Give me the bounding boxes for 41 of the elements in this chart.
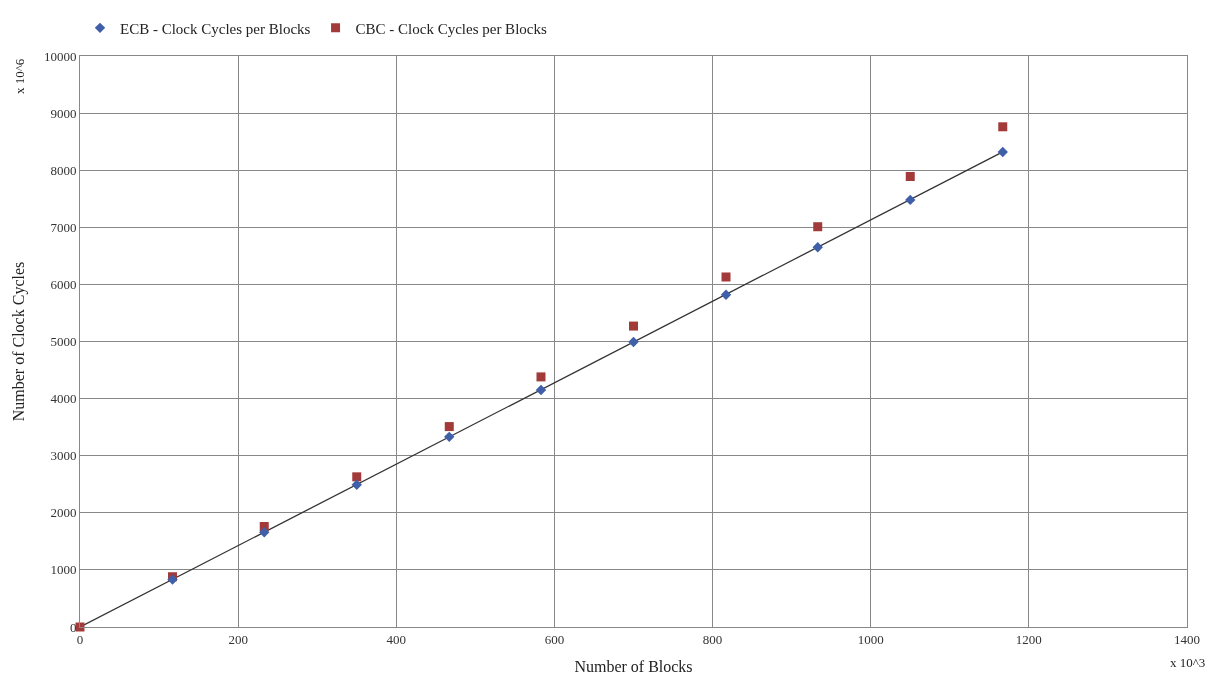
legend-label: CBC - Clock Cycles per Blocks <box>355 20 547 37</box>
x-tick-label: 600 <box>544 631 565 647</box>
y-axis-title: Number of Clock Cycles <box>9 261 28 422</box>
y-tick-label: 0 <box>69 619 77 635</box>
y-tick-label: 4000 <box>50 391 77 407</box>
x-tick-label: 1200 <box>1015 631 1042 647</box>
point <box>721 272 731 282</box>
y-tick-label: 3000 <box>50 448 77 464</box>
x-tick-label: 400 <box>386 631 407 647</box>
y-tick-label: 1000 <box>50 562 77 578</box>
y-tick-label: 8000 <box>50 162 77 178</box>
x-axis-title: Number of Blocks <box>574 658 693 676</box>
y-tick-label: 6000 <box>50 276 77 292</box>
text: x 10^6 <box>12 58 28 95</box>
y-tick-label: 5000 <box>50 334 77 350</box>
point <box>535 384 547 396</box>
x-tick-label: 1000 <box>857 631 884 647</box>
point <box>813 222 823 232</box>
point <box>444 422 454 432</box>
x-tick-label: 200 <box>228 631 248 647</box>
legend-label: ECB - Clock Cycles per Blocks <box>120 20 311 37</box>
point <box>352 472 362 482</box>
point <box>536 372 546 382</box>
point <box>259 527 270 538</box>
point <box>812 242 823 253</box>
point <box>351 479 362 491</box>
y-tick-label: 2000 <box>50 505 77 521</box>
y-tick-label: 9000 <box>50 105 77 121</box>
point <box>998 122 1008 132</box>
point <box>629 321 638 331</box>
text: x 10^3 <box>1170 655 1206 670</box>
point <box>628 336 639 348</box>
point <box>444 431 455 443</box>
y-tick-label: 10000 <box>43 48 77 64</box>
point <box>997 146 1008 158</box>
y-tick-label: 7000 <box>50 219 77 235</box>
x-tick-label: 1400 <box>1174 631 1200 647</box>
point <box>905 194 916 206</box>
point <box>905 171 915 181</box>
point <box>720 289 732 300</box>
x-tick-label: 800 <box>702 631 723 647</box>
